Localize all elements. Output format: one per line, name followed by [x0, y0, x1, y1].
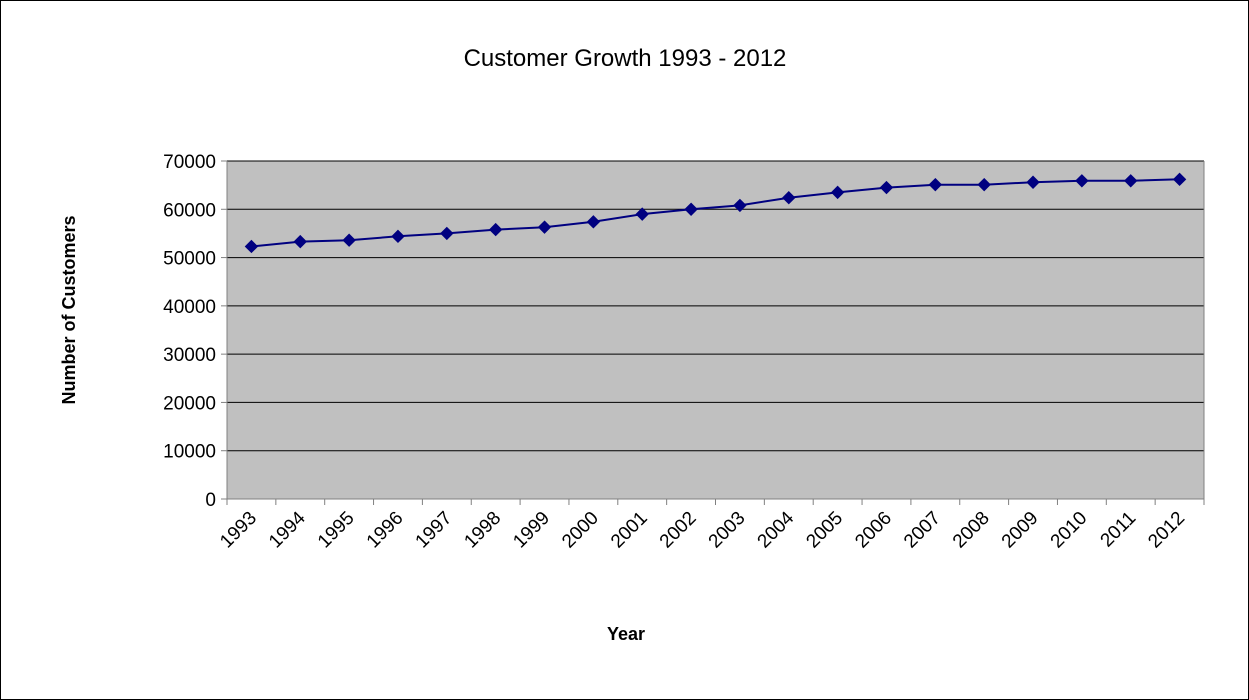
- x-tick-label: 2006: [851, 508, 896, 553]
- x-tick-label: 1997: [412, 508, 457, 553]
- y-tick-label: 20000: [163, 393, 216, 414]
- x-tick-label: 2004: [754, 507, 799, 552]
- data-point-marker: [879, 180, 894, 195]
- x-tick-label: 2011: [1097, 508, 1141, 552]
- axes: [221, 161, 1205, 505]
- x-tick-label: 2002: [656, 508, 701, 553]
- y-tick-label: 50000: [163, 249, 216, 270]
- x-tick-label: 1994: [265, 507, 310, 552]
- x-tick-label: 2005: [802, 508, 847, 553]
- gridlines: [227, 160, 1204, 452]
- data-point-marker: [391, 229, 405, 244]
- y-tick-label: 60000: [163, 200, 216, 221]
- data-point-marker: [537, 220, 552, 234]
- x-tick-label: 1996: [363, 508, 408, 553]
- x-tick-label: 2001: [607, 508, 652, 553]
- data-point-marker: [488, 222, 503, 237]
- x-tick-label: 2007: [900, 508, 945, 553]
- y-axis-title: Number of Customers: [59, 215, 79, 404]
- data-markers: [244, 172, 1187, 254]
- x-tick-label: 2010: [1047, 508, 1092, 553]
- data-point-marker: [782, 190, 796, 205]
- plot-area: [227, 161, 1204, 499]
- x-tick-label: 1995: [314, 508, 359, 553]
- y-tick-label: 30000: [163, 345, 216, 366]
- x-tick-label: 2008: [949, 508, 994, 553]
- data-point-marker: [586, 215, 601, 229]
- x-axis-ticks: 1993 1994 1995 1996 1997 1998 1999 2000 2001 2002…: [216, 499, 1205, 553]
- series-line: [251, 178, 1180, 248]
- x-axis-title: Year: [607, 624, 645, 644]
- data-point-marker: [1075, 174, 1089, 188]
- y-tick-label: 10000: [163, 442, 216, 463]
- data-point-marker: [293, 234, 307, 249]
- y-tick-label: 70000: [163, 152, 216, 173]
- x-tick-label: 2003: [705, 508, 750, 553]
- data-point-marker: [1026, 175, 1040, 189]
- x-tick-label: 2000: [558, 508, 603, 553]
- data-point-marker: [342, 233, 356, 247]
- x-tick-label: 2012: [1144, 508, 1189, 553]
- y-axis-ticks: 0 10000 20000 30000 40000 50000 60000 70000: [163, 152, 227, 511]
- x-tick-label: 1993: [216, 508, 261, 553]
- data-point-marker: [244, 239, 259, 254]
- x-tick-label: 1999: [509, 508, 554, 553]
- y-tick-label: 0: [205, 490, 216, 511]
- data-point-marker: [1172, 172, 1187, 187]
- data-point-marker: [928, 177, 943, 192]
- chart-title: Customer Growth 1993 - 2012: [464, 45, 787, 72]
- data-point-marker: [440, 226, 454, 241]
- y-tick-label: 40000: [163, 297, 216, 318]
- data-point-marker: [830, 185, 845, 200]
- data-point-marker: [635, 207, 649, 221]
- data-point-marker: [977, 177, 991, 192]
- data-point-marker: [684, 202, 698, 216]
- x-tick-label: 1998: [460, 508, 505, 553]
- data-point-marker: [1124, 174, 1138, 188]
- x-tick-label: 2009: [998, 508, 1043, 553]
- data-point-marker: [733, 198, 747, 213]
